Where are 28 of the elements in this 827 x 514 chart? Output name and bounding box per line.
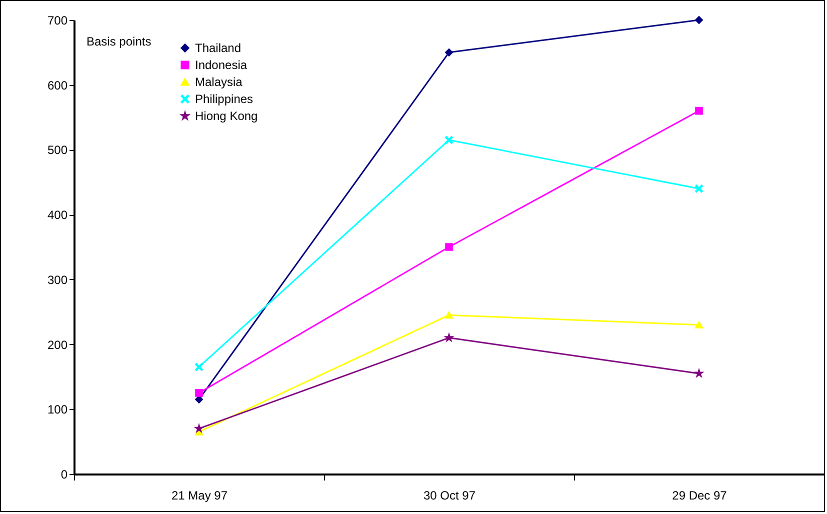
point: [445, 312, 453, 319]
y-tick-label: 600: [47, 78, 68, 92]
y-tick-label: 700: [47, 14, 68, 28]
legend-label: Hiong Kong: [195, 109, 258, 123]
y-tick-label: 400: [47, 208, 68, 222]
point: [195, 396, 203, 404]
point: [445, 243, 453, 251]
y-tick-label: 100: [47, 402, 68, 417]
point: [195, 389, 203, 397]
y-tick-label: 200: [47, 338, 68, 352]
y-tick-label: 500: [47, 143, 68, 158]
legend-label: Malaysia: [195, 75, 243, 89]
y-axis-title: Basis points: [86, 34, 152, 48]
point: [195, 363, 203, 371]
legend-label: Thailand: [195, 41, 242, 55]
legend-label: Indonesia: [195, 58, 248, 72]
point: [695, 184, 703, 193]
legend-label: Philippines: [195, 92, 254, 106]
point: [695, 106, 703, 115]
y-tick-label: 0: [60, 468, 68, 482]
point: [445, 48, 453, 56]
x-tick-label: 21 May 97: [171, 488, 228, 502]
point: [695, 321, 703, 328]
x-tick-label: 30 Oct 97: [423, 488, 476, 502]
y-tick-label: 300: [47, 272, 68, 287]
x-tick-label: 29 Dec 97: [672, 488, 728, 502]
point: [445, 136, 453, 144]
point: [695, 16, 703, 24]
